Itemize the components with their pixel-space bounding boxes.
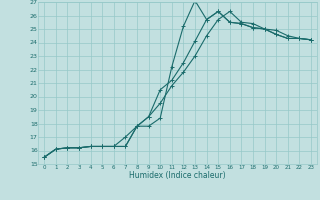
X-axis label: Humidex (Indice chaleur): Humidex (Indice chaleur)	[129, 171, 226, 180]
